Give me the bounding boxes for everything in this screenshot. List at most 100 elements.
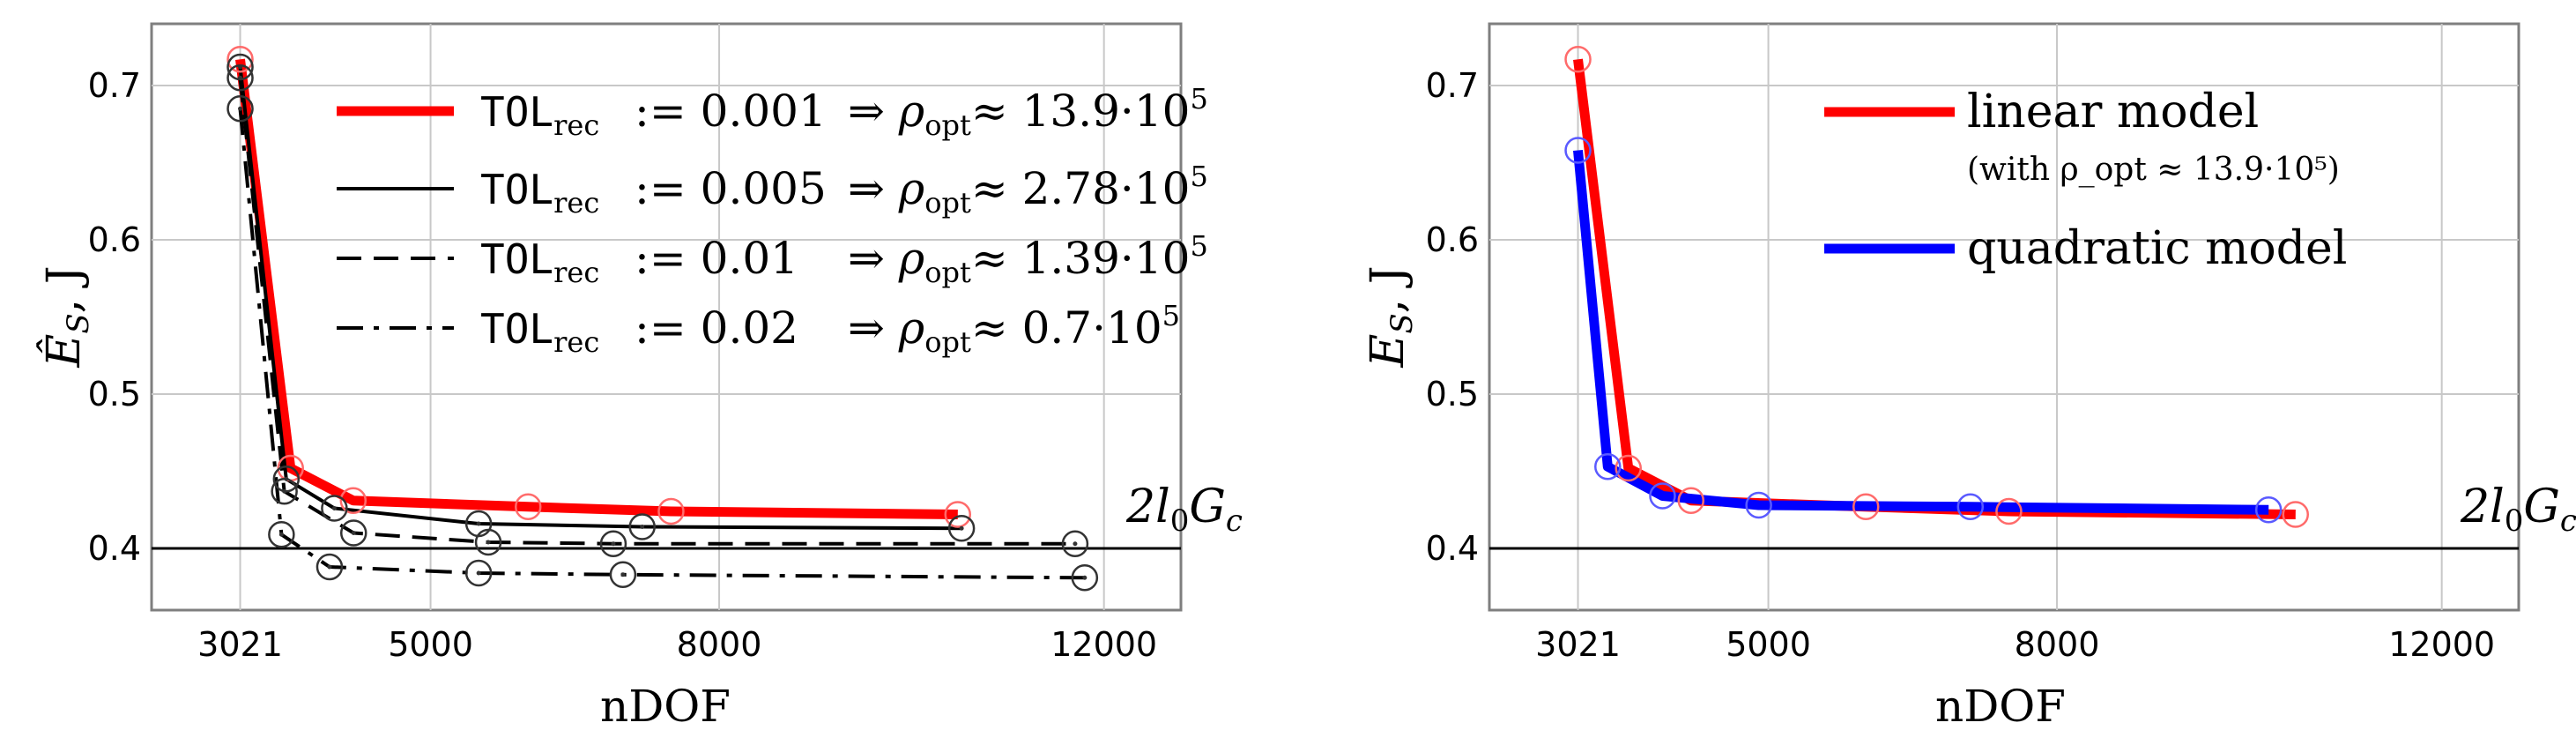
data-point-marker <box>226 46 254 73</box>
data-point-marker <box>1061 530 1089 557</box>
y-tick-label: 0.5 <box>1426 375 1479 413</box>
data-point-center <box>282 488 287 494</box>
x-tick-label: 5000 <box>1726 625 1811 664</box>
data-point-center <box>278 532 284 537</box>
data-point-marker <box>226 95 254 123</box>
legend-rho-sub: opt <box>924 186 971 220</box>
series-left <box>235 58 1085 580</box>
x-axis-label-left: nDOF <box>600 681 731 732</box>
data-point-marker <box>1615 454 1642 482</box>
y-label-symbol-left: Ê <box>36 334 91 369</box>
y-axis-label-right: ES, J <box>1362 265 1420 368</box>
data-point-marker <box>271 478 298 505</box>
series-line-1 <box>238 66 962 531</box>
data-point-marker <box>1745 491 1772 519</box>
data-point-center <box>611 541 616 547</box>
ticks-right: 3021 5000 8000 12000 0.4 0.5 0.6 0.7 <box>1426 66 2496 664</box>
legend-tol-value: := 0.01 <box>635 233 798 284</box>
legend-rho-value: ≈ 1.39·10 <box>971 233 1191 284</box>
x-tick-label: 12000 <box>1050 625 1157 664</box>
data-point-marker <box>1852 493 1880 520</box>
data-point-marker <box>1564 137 1592 164</box>
data-point-marker <box>514 493 542 520</box>
data-point-center <box>327 564 332 570</box>
legend-rho: ⇒ ρopt≈ 0.7·105 <box>848 299 1180 359</box>
series-line-0 <box>235 58 958 519</box>
data-point-center <box>238 106 243 111</box>
x-tick-label: 3021 <box>197 625 283 664</box>
y-label-unit-right: , J <box>1362 265 1414 313</box>
y-tick-label: 0.6 <box>88 220 141 259</box>
y-tick-label: 0.6 <box>1426 220 1479 259</box>
y-label-sub-left: S <box>61 313 96 333</box>
data-point-marker <box>1071 564 1099 592</box>
data-point-marker <box>1564 46 1592 73</box>
left-chart-panel: 3021 5000 8000 12000 0.4 0.5 0.6 0.7 nDOF ÊS, J… <box>36 22 1243 732</box>
data-point-marker <box>268 521 295 548</box>
legend-rho-sub: opt <box>924 108 971 142</box>
data-point-marker <box>1594 453 1622 481</box>
legend-rho-exp: 5 <box>1190 160 1207 193</box>
legend-label-linear: linear model <box>1967 86 2259 138</box>
legend-rho-exp: 5 <box>1190 82 1207 115</box>
data-point-center <box>1073 541 1078 547</box>
series-line-2 <box>238 78 1075 546</box>
data-point-marker <box>339 519 367 547</box>
data-point-marker <box>609 561 637 588</box>
data-point-center <box>620 572 626 577</box>
y-tick-label: 0.7 <box>88 66 141 105</box>
data-point-center <box>238 75 243 80</box>
data-point-marker <box>628 513 656 540</box>
y-tick-label: 0.4 <box>1426 529 1479 568</box>
data-point-marker <box>2282 501 2310 528</box>
markers-left <box>226 46 1099 592</box>
data-point-center <box>476 570 481 576</box>
x-tick-label: 12000 <box>2388 625 2495 664</box>
legend-rho-exp: 5 <box>1190 229 1207 263</box>
legend-rho-value: ≈ 13.9·10 <box>971 86 1191 137</box>
y-tick-label: 0.4 <box>88 529 141 568</box>
legend-rho: ⇒ ρopt≈ 2.78·105 <box>848 160 1208 220</box>
data-point-marker <box>1956 493 1985 520</box>
markers-right <box>1564 46 2310 528</box>
data-point-marker <box>316 553 344 581</box>
ticks-left: 3021 5000 8000 12000 0.4 0.5 0.6 0.7 <box>88 66 1158 664</box>
legend-tol-value: := 0.02 <box>635 302 798 354</box>
data-point-marker <box>474 528 502 556</box>
data-point-marker <box>1677 487 1705 514</box>
data-point-center <box>1082 575 1088 580</box>
data-point-center <box>331 506 337 510</box>
svg-text:ÊS, J: ÊS, J <box>36 265 96 368</box>
data-point-marker <box>599 530 627 557</box>
data-point-center <box>351 531 356 535</box>
y-label-symbol-right: E <box>1362 334 1414 369</box>
legend-rho-symbol: ρ <box>898 302 925 354</box>
legend-tol-value: := 0.005 <box>635 163 827 214</box>
legend-tol-value: := 0.001 <box>635 86 827 137</box>
data-point-center <box>476 521 481 526</box>
data-point-marker <box>657 497 685 525</box>
legend-rho: ⇒ ρopt≈ 1.39·105 <box>848 229 1208 289</box>
data-point-marker <box>226 64 254 92</box>
data-point-center <box>640 525 645 529</box>
legend-tol-sub: rec <box>553 186 599 220</box>
legend-rho-exp: 5 <box>1162 299 1180 332</box>
data-point-marker <box>464 559 493 587</box>
x-tick-label: 8000 <box>2015 625 2100 664</box>
legend-note-linear: (with ρ_opt ≈ 13.9·10⁵) <box>1967 152 2340 188</box>
legend-right: linear model (with ρ_opt ≈ 13.9·10⁵) quadr… <box>1824 86 2347 275</box>
x-tick-label: 8000 <box>677 625 762 664</box>
right-chart-panel: 3021 5000 8000 12000 0.4 0.5 0.6 0.7 nDOF ES, J… <box>1362 22 2576 732</box>
data-point-marker <box>1995 497 2023 525</box>
legend-rho-symbol: ρ <box>898 86 925 137</box>
y-tick-label: 0.5 <box>88 375 141 413</box>
legend-tol: TOLrec <box>480 305 599 359</box>
legend-label-quadratic: quadratic model <box>1967 222 2347 275</box>
series-line-3 <box>238 108 1085 580</box>
reference-label-left: 2l0Gc <box>1125 481 1243 539</box>
svg-text:ES, J: ES, J <box>1362 265 1420 368</box>
legend-rho-symbol: ρ <box>898 163 925 214</box>
legend-rho-sub: opt <box>924 256 971 289</box>
